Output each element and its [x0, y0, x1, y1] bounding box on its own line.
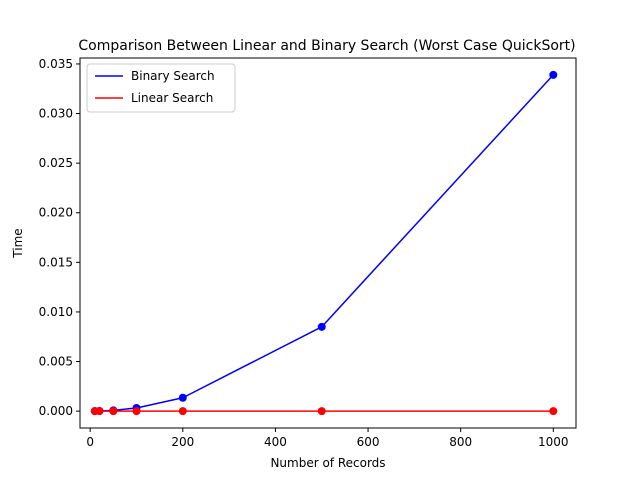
legend-label-binary-search: Binary Search [131, 69, 215, 83]
data-point-linear-search [95, 407, 104, 416]
y-tick-label: 0.030 [39, 107, 73, 121]
plot-area [79, 57, 577, 429]
data-point-linear-search [178, 407, 187, 416]
y-tick-label: 0.005 [39, 355, 73, 369]
x-tick-label: 600 [357, 435, 380, 449]
legend-label-linear-search: Linear Search [131, 91, 213, 105]
x-axis-label: Number of Records [270, 456, 385, 470]
x-tick-label: 1000 [538, 435, 569, 449]
data-point-linear-search [317, 407, 326, 416]
data-point-binary-search [178, 393, 187, 402]
x-tick-label: 0 [86, 435, 94, 449]
data-point-linear-search [109, 407, 118, 416]
y-tick-label: 0.010 [39, 305, 73, 319]
data-point-binary-search [549, 70, 558, 79]
y-tick-label: 0.035 [39, 57, 73, 71]
x-tick-label: 200 [171, 435, 194, 449]
y-tick-label: 0.000 [39, 404, 73, 418]
y-tick-label: 0.015 [39, 255, 73, 269]
legend-box [86, 63, 236, 113]
y-axis: 0.000 0.005 0.010 0.015 0.020 0.025 0.030 0.035 [39, 57, 80, 418]
x-tick-label: 400 [264, 435, 287, 449]
data-point-linear-search [132, 407, 141, 416]
chart-title: Comparison Between Linear and Binary Sea… [78, 38, 575, 54]
plot-frame [79, 57, 577, 429]
data-point-binary-search [317, 322, 326, 331]
x-axis: 0 200 400 600 800 1000 [86, 428, 569, 449]
y-tick-label: 0.020 [39, 206, 73, 220]
y-tick-label: 0.025 [39, 156, 73, 170]
plot-background [80, 58, 576, 428]
x-tick-label: 800 [449, 435, 472, 449]
series-layer [90, 70, 558, 416]
y-axis-label: Time [11, 228, 25, 258]
legend: Binary Search Linear Search [86, 63, 236, 113]
data-point-linear-search [549, 407, 558, 416]
